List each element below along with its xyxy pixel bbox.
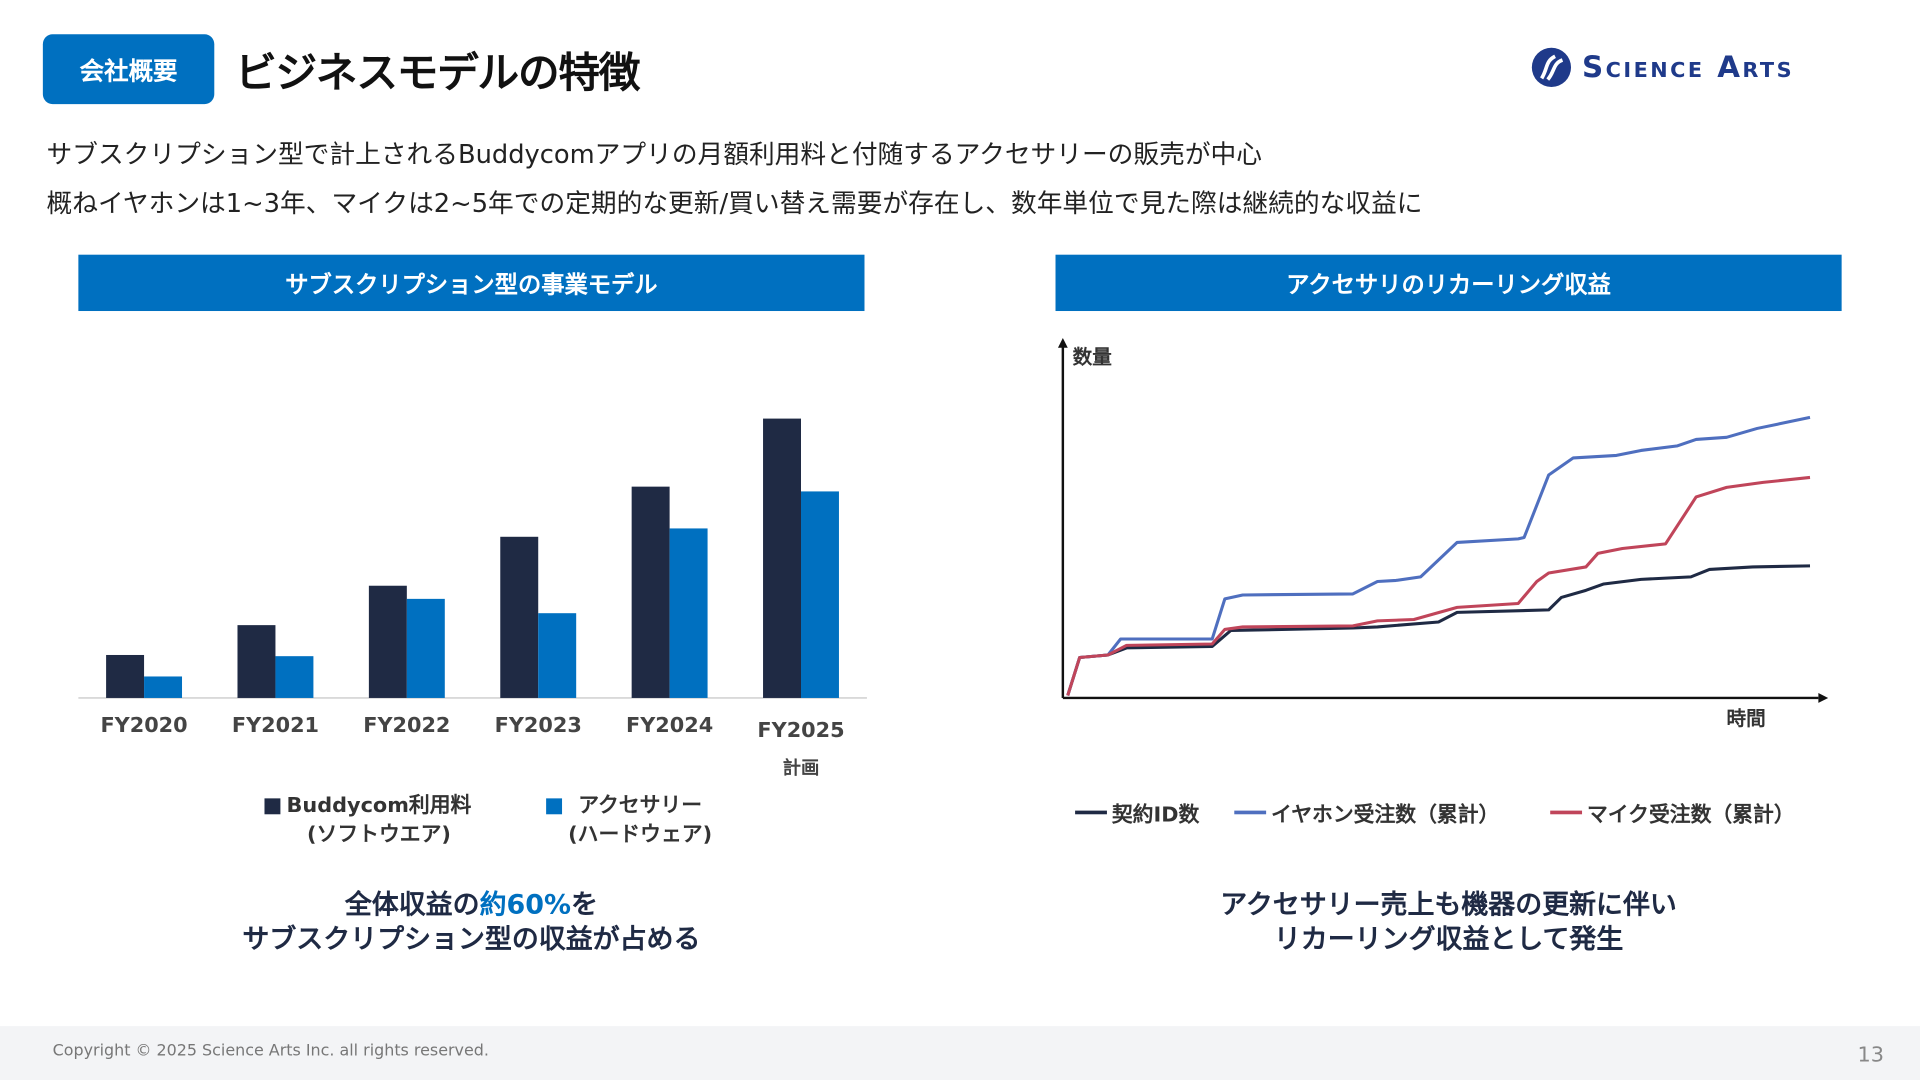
conclusion-highlight: 約60% [479,890,572,921]
page-number: 13 [1857,1043,1885,1068]
y-axis-arrow-icon [1057,337,1068,348]
legend-earphone-orders: イヤホン受注数（累計） [1234,797,1499,828]
legend-mic-orders: マイク受注数（累計） [1550,797,1795,828]
company-logo: Science Arts [1531,47,1794,89]
legend-line [1075,810,1107,815]
legend-software: Buddycom利用料 (ソフトウエア) [264,791,471,850]
bar-fy2024-series-0 [631,486,670,698]
x-tick-label: FY2020 [100,713,187,737]
bar-fy2020-series-0 [106,654,145,698]
conclusion-text: サブスクリプション型の収益が占める [242,924,701,956]
legend-swatch [264,798,281,815]
bar-fy2025-series-1 [801,491,839,698]
series-line-0 [1066,564,1811,696]
conclusion-text: を [571,890,598,921]
footer-bar [0,1026,1920,1080]
legend-swatch [546,798,563,815]
conclusion-text: アクセサリー売上も機器の更新に伴い [1220,890,1677,921]
x-tick-label: FY2024 [626,713,713,737]
y-axis-label: 数量 [1073,346,1113,369]
legend-label: マイク受注数（累計） [1586,803,1795,828]
lead-line-2: 概ねイヤホンは1~3年、マイクは2~5年での定期的な更新/買い替え需要が存在し、… [46,188,1423,218]
legend-label: Buddycom利用料 [286,793,472,818]
legend-sublabel: (ソフトウエア) [306,822,451,848]
legend-contract-ids: 契約ID数 [1075,797,1199,828]
bar-chart: FY2020 FY2021 FY2022 FY2023 FY2024 FY2025 計画 [78,418,867,779]
right-conclusion: アクセサリー売上も機器の更新に伴い リカーリング収益として発生 [1056,889,1842,958]
copyright: Copyright © 2025 Science Arts Inc. all r… [52,1042,489,1061]
bar-fy2021-series-0 [237,625,276,698]
left-conclusion: 全体収益の約60%を サブスクリプション型の収益が占める [78,889,864,958]
x-tick-label: FY2021 [232,713,319,737]
series-line-2 [1066,475,1811,696]
x-tick-label: FY2025 [757,718,844,742]
legend-label: アクセサリー [578,793,703,818]
section-badge: 会社概要 [42,34,215,105]
bar-fy2023-series-1 [538,613,577,698]
x-tick-label: FY2022 [363,713,450,737]
legend-sublabel: (ハードウェア) [568,822,713,848]
legend-hardware: アクセサリー (ハードウェア) [546,791,712,850]
conclusion-text: リカーリング収益として発生 [1273,924,1624,956]
bar-fy2021-series-1 [275,656,314,698]
x-tick-sublabel: 計画 [783,757,820,779]
lead-line-1: サブスクリプション型で計上されるBuddycomアプリの月額利用料と付随するアク… [46,139,1262,169]
logo-text: Science Arts [1582,50,1795,85]
bar-fy2024-series-1 [669,528,708,698]
left-panel-heading: サブスクリプション型の事業モデル [78,254,865,312]
x-tick-label: FY2023 [495,713,582,737]
legend-label: 契約ID数 [1111,803,1200,828]
bar-fy2023-series-0 [500,536,539,698]
bar-fy2020-series-1 [144,676,183,698]
legend-label: イヤホン受注数（累計） [1271,803,1500,828]
right-panel-heading: アクセサリのリカーリング収益 [1055,254,1842,312]
page-title: ビジネスモデルの特徴 [235,48,640,98]
legend-line [1234,810,1267,815]
x-axis-label: 時間 [1727,707,1766,730]
logo-mark-icon [1531,47,1572,87]
bar-fy2022-series-1 [406,598,445,698]
series-line-1 [1066,415,1811,696]
legend-line [1550,810,1583,815]
conclusion-text: 全体収益の [344,890,480,921]
bar-fy2025-series-0 [763,418,802,698]
x-axis-arrow-icon [1818,693,1829,703]
bar-fy2022-series-0 [368,585,407,698]
